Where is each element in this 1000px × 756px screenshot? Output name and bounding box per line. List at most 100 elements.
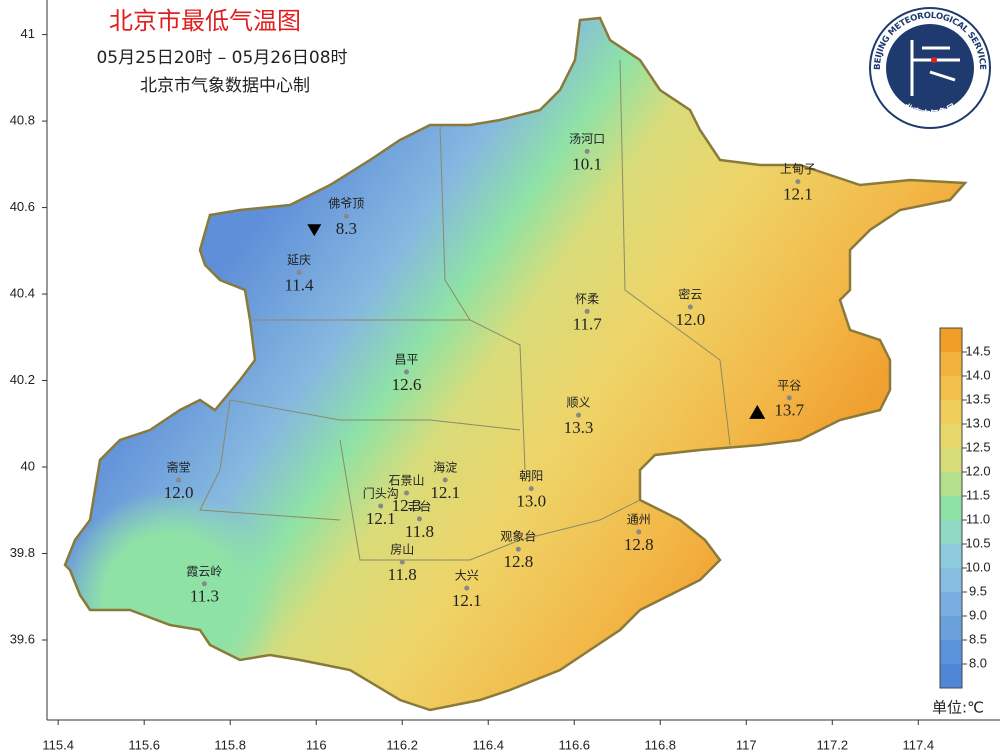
station-name: 通州: [627, 512, 651, 526]
y-tick-label: 40.8: [10, 113, 35, 128]
colorbar-cell: [940, 472, 962, 496]
colorbar-cell: [940, 616, 962, 640]
station-dot: [636, 529, 642, 535]
station-name: 观象台: [500, 529, 536, 544]
station-dot: [786, 395, 792, 401]
station-name: 房山: [390, 542, 414, 557]
station-dot: [343, 213, 349, 219]
station-value: 13.0: [516, 492, 546, 511]
station-name: 石景山: [389, 473, 425, 487]
station-dot: [201, 581, 207, 587]
x-tick-label: 115.4: [42, 737, 74, 752]
station-name: 朝阳: [519, 469, 543, 483]
station-dot: [404, 490, 410, 496]
station-dot: [795, 179, 801, 185]
station-name: 大兴: [455, 569, 479, 583]
station-value: 12.8: [624, 535, 654, 554]
colorbar-label: 14.0: [965, 367, 990, 382]
period: 05月25日20时 – 05月26日08时: [96, 48, 347, 68]
y-tick-label: 40.6: [10, 199, 35, 214]
colorbar-cell: [940, 424, 962, 448]
station-name: 汤河口: [569, 132, 605, 146]
x-tick-label: 117.2: [816, 737, 848, 752]
station-dot: [404, 369, 410, 375]
station-value: 13.7: [774, 401, 804, 420]
station-dot: [464, 585, 470, 591]
colorbar-label: 13.5: [965, 391, 990, 406]
y-tick-label: 41: [21, 26, 35, 41]
colorbar-cell: [940, 352, 962, 376]
station-dot: [687, 304, 693, 310]
colorbar-cell: [940, 520, 962, 544]
station-dot: [378, 503, 384, 509]
station-dot: [416, 516, 422, 522]
y-tick-label: 39.6: [10, 631, 35, 646]
station-name: 丰台: [407, 498, 431, 513]
colorbar-label: 10.0: [965, 559, 990, 574]
station-name: 海淀: [433, 460, 457, 475]
colorbar-label: 12.5: [965, 439, 990, 454]
x-tick-label: 117: [736, 737, 757, 752]
station-value: 12.1: [783, 185, 813, 204]
station-value: 12.3: [392, 496, 422, 515]
station-name: 上甸子: [780, 162, 816, 176]
station-value: 12.0: [164, 483, 194, 502]
station-dot: [515, 546, 521, 552]
source: 北京市气象数据中心制: [140, 76, 310, 96]
district-boundaries: [199, 59, 731, 561]
logo: BEIJING METEOROLOGICAL SERVICE 北京市气象局: [869, 7, 991, 129]
colorbar-label: 9.5: [969, 583, 987, 598]
station-name: 斋堂: [167, 460, 191, 475]
min-marker: [307, 224, 322, 237]
station-value: 12.1: [366, 509, 396, 528]
colorbar-cell: [940, 376, 962, 400]
x-tick-label: 115.6: [128, 737, 160, 752]
y-tick-label: 40.4: [10, 285, 35, 300]
max-marker: [749, 404, 766, 419]
station-value: 11.3: [190, 587, 219, 606]
city-boundary: [63, 16, 968, 712]
station-dot: [399, 559, 405, 565]
colorbar-label: 10.5: [965, 535, 990, 550]
station-dot: [176, 477, 182, 483]
colorbar-cell: [940, 448, 962, 472]
station-value: 12.8: [503, 552, 533, 571]
colorbar-label: 8.5: [969, 631, 987, 646]
station-dot: [528, 486, 534, 492]
station-value: 11.4: [284, 275, 314, 294]
colorbar-label: 14.5: [965, 343, 990, 358]
x-tick-label: 116: [306, 737, 327, 752]
station-dot: [576, 412, 582, 418]
colorbar-label: 11.5: [966, 487, 990, 502]
station-name: 门头沟: [363, 485, 399, 500]
x-tick-label: 116.4: [472, 737, 504, 752]
station-dot: [442, 477, 448, 483]
station-name: 密云: [678, 287, 702, 302]
station-name: 平谷: [777, 378, 801, 392]
station-value: 11.7: [573, 314, 603, 333]
colorbar-label: 8.0: [969, 655, 987, 670]
y-tick-label: 39.8: [10, 545, 35, 560]
colorbar-cell: [940, 568, 962, 592]
colorbar-cell: [940, 328, 962, 352]
station-value: 11.8: [388, 565, 417, 584]
colorbar-label: 13.0: [965, 415, 990, 430]
colorbar-cell: [940, 496, 962, 520]
colorbar-cell: [940, 592, 962, 616]
station-name: 霞云岭: [186, 564, 222, 578]
unit-label: 单位:℃: [932, 699, 984, 717]
station-value: 8.3: [336, 219, 357, 238]
station-name: 延庆: [287, 253, 311, 267]
colorbar-cell: [940, 544, 962, 568]
colorbar-label: 12.0: [965, 463, 990, 478]
x-tick-label: 117.4: [903, 737, 935, 752]
colorbar-cell: [940, 664, 962, 688]
x-tick-label: 116.6: [558, 737, 590, 752]
station-dot: [584, 308, 590, 314]
colorbar-label: 11.0: [966, 511, 990, 526]
x-tick-label: 116.2: [386, 737, 418, 752]
station-value: 12.1: [452, 591, 482, 610]
station-name: 昌平: [395, 352, 419, 366]
